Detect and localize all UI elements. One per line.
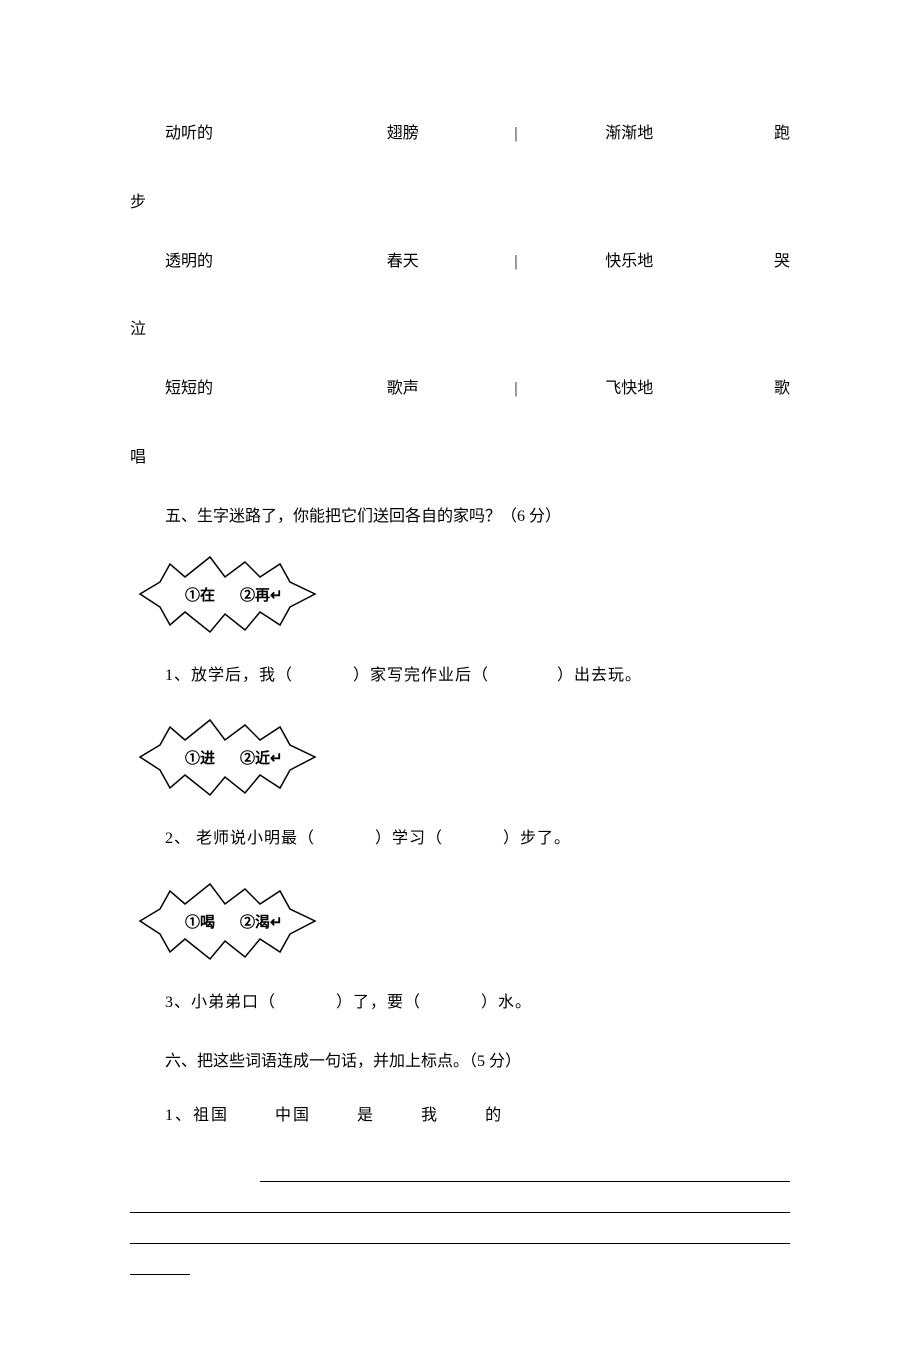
section6-title: 六、把这些词语连成一句话，并加上标点。（5 分）	[130, 1048, 790, 1077]
sentence-part: ）学习（	[375, 830, 443, 847]
match-left-adj: 透明的	[130, 248, 387, 277]
burst-opt1: ①在	[185, 586, 215, 604]
answer-lines	[130, 1161, 790, 1275]
blank[interactable]	[293, 662, 353, 691]
sentence-part: 3、小弟弟口（	[165, 994, 276, 1011]
section5-title: 五、生字迷路了，你能把它们送回各自的家吗？（6 分）	[130, 503, 790, 532]
sentence-part: ）出去玩。	[557, 667, 642, 684]
match-wrap-char: 步	[130, 189, 790, 218]
match-section: 动听的 翅膀 | 渐渐地 跑 步 透明的 春天 | 快乐地 哭 泣 短短的 歌声…	[130, 120, 790, 473]
word: 是	[357, 1102, 375, 1131]
blank[interactable]	[489, 662, 557, 691]
sentence-part: 2、 老师说小明最（	[165, 830, 315, 847]
match-row: 透明的 春天 | 快乐地 哭	[130, 248, 790, 277]
word: 的	[485, 1102, 503, 1131]
answer-line[interactable]	[130, 1192, 790, 1213]
match-separator: |	[507, 120, 525, 149]
burst-opt1: ①喝	[185, 913, 215, 931]
match-left-noun: 歌声	[387, 375, 507, 404]
sentence-part: 1、放学后，我（	[165, 667, 293, 684]
match-right-adv: 渐渐地	[525, 120, 753, 149]
sentence-part: ）了，要（	[336, 994, 421, 1011]
answer-line[interactable]	[130, 1223, 790, 1244]
match-left-adj: 短短的	[130, 375, 387, 404]
match-right-verb: 跑	[753, 120, 790, 149]
match-wrap-char: 唱	[130, 444, 790, 473]
sentence-part: ）家写完作业后（	[353, 667, 489, 684]
match-left-adj: 动听的	[130, 120, 387, 149]
word: 1、祖国	[165, 1102, 229, 1131]
blank[interactable]	[276, 989, 336, 1018]
word: 中国	[275, 1102, 311, 1131]
match-row: 短短的 歌声 | 飞快地 歌	[130, 375, 790, 404]
match-separator: |	[507, 375, 525, 404]
answer-line[interactable]	[130, 1254, 190, 1275]
blank[interactable]	[421, 989, 481, 1018]
document-page: 动听的 翅膀 | 渐渐地 跑 步 透明的 春天 | 快乐地 哭 泣 短短的 歌声…	[0, 0, 920, 1355]
match-right-verb: 哭	[753, 248, 790, 277]
sentence-part: ）水。	[481, 994, 532, 1011]
match-right-adv: 飞快地	[525, 375, 753, 404]
starburst-icon: ①喝 ②渴↵	[130, 879, 790, 964]
starburst-icon: ①在 ②再↵	[130, 552, 790, 637]
burst-opt2: ②近↵	[240, 749, 283, 767]
starburst-icon: ①进 ②近↵	[130, 715, 790, 800]
match-wrap-char: 泣	[130, 316, 790, 345]
burst-opt2: ②再↵	[240, 586, 283, 604]
word: 我	[421, 1102, 439, 1131]
match-row: 动听的 翅膀 | 渐渐地 跑	[130, 120, 790, 149]
match-left-noun: 翅膀	[387, 120, 507, 149]
match-right-adv: 快乐地	[525, 248, 753, 277]
fill-sentence: 2、 老师说小明最（ ）学习（ ）步了。	[130, 825, 790, 854]
match-left-noun: 春天	[387, 248, 507, 277]
match-separator: |	[507, 248, 525, 277]
match-right-verb: 歌	[753, 375, 790, 404]
word-row: 1、祖国 中国 是 我 的	[130, 1102, 790, 1131]
fill-sentence: 3、小弟弟口（ ）了，要（ ）水。	[130, 989, 790, 1018]
sentence-part: ）步了。	[503, 830, 571, 847]
burst-opt1: ①进	[185, 749, 215, 767]
blank[interactable]	[443, 825, 503, 854]
blank[interactable]	[315, 825, 375, 854]
burst-opt2: ②渴↵	[240, 913, 283, 931]
fill-sentence: 1、放学后，我（ ）家写完作业后（ ）出去玩。	[130, 662, 790, 691]
answer-line[interactable]	[260, 1161, 790, 1182]
